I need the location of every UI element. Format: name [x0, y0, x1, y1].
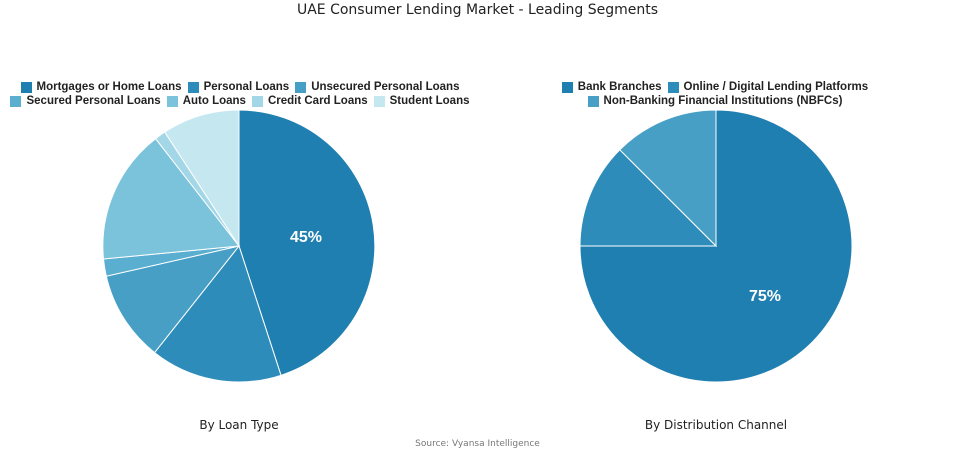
legend-item-student[interactable]: Student Loans: [373, 94, 470, 108]
legend-item-mortgages[interactable]: Mortgages or Home Loans: [20, 80, 182, 94]
legend-item-nbfcs[interactable]: Non-Banking Financial Institutions (NBFC…: [587, 94, 843, 108]
legend-item-credit-card[interactable]: Credit Card Loans: [251, 94, 368, 108]
swatch-icon: [373, 95, 385, 107]
legend-item-online[interactable]: Online / Digital Lending Platforms: [667, 80, 869, 94]
slice-auto[interactable]: [102, 137, 240, 260]
subtitle-distribution-channel: By Distribution Channel: [644, 418, 788, 432]
legend-label: Online / Digital Lending Platforms: [683, 81, 869, 93]
swatch-icon: [587, 95, 599, 107]
slice-nbfcs[interactable]: [619, 109, 717, 248]
legend-label: Bank Branches: [577, 81, 662, 93]
swatch-icon: [10, 95, 22, 107]
legend-label: Mortgages or Home Loans: [36, 81, 182, 93]
source-note: Source: Vyansa Intelligence: [415, 439, 540, 449]
swatch-icon: [187, 81, 199, 93]
swatch-icon: [561, 81, 573, 93]
swatch-icon: [251, 95, 263, 107]
swatch-icon: [20, 81, 32, 93]
legend-label: Unsecured Personal Loans: [311, 81, 460, 93]
chart-title: UAE Consumer Lending Market - Leading Se…: [296, 2, 659, 18]
slice-mortgages[interactable]: [238, 109, 376, 376]
swatch-icon: [295, 81, 307, 93]
swatch-icon: [667, 81, 679, 93]
legend-item-auto[interactable]: Auto Loans: [166, 94, 246, 108]
legend-label: Credit Card Loans: [267, 95, 368, 107]
slice-online[interactable]: [579, 149, 718, 247]
legend-label: Student Loans: [389, 95, 470, 107]
legend-label: Non-Banking Financial Institutions (NBFC…: [603, 95, 843, 107]
legend-item-secured[interactable]: Secured Personal Loans: [10, 94, 161, 108]
pie-loan-type: 45%: [102, 109, 376, 383]
legend-item-bank-branches[interactable]: Bank Branches: [561, 80, 662, 94]
data-label-mortgages: 45%: [290, 229, 322, 246]
legend-label: Secured Personal Loans: [26, 95, 161, 107]
data-label-bank-branches: 75%: [749, 288, 781, 305]
subtitle-loan-type: By Loan Type: [199, 418, 279, 432]
slice-student[interactable]: [164, 109, 240, 248]
slice-unsecured[interactable]: [105, 245, 241, 354]
legend-loan-type: Mortgages or Home Loans Personal Loans U…: [10, 80, 470, 108]
legend-item-unsecured[interactable]: Unsecured Personal Loans: [295, 80, 459, 94]
swatch-icon: [166, 95, 178, 107]
legend-item-personal[interactable]: Personal Loans: [187, 80, 290, 94]
legend-label: Auto Loans: [182, 95, 246, 107]
legend-distribution-channel: Bank Branches Online / Digital Lending P…: [520, 80, 910, 108]
legend-label: Personal Loans: [203, 81, 290, 93]
slice-personal[interactable]: [153, 244, 282, 383]
